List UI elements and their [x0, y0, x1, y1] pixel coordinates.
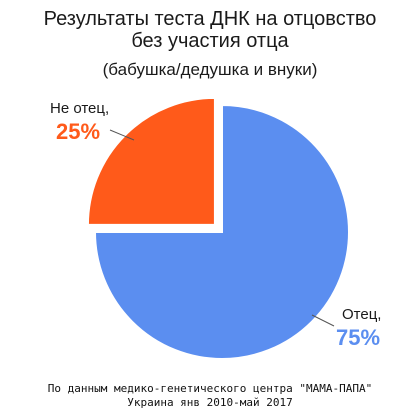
leader-lines: [109, 129, 335, 327]
source-note-line-1: По данным медико-генетического центра "М…: [47, 382, 373, 395]
pie-slices: [86, 96, 350, 360]
chart-title-line-2: без участия отца: [131, 30, 289, 52]
leader-line-father: [311, 314, 335, 327]
slice-value-label-father: 75%: [336, 325, 381, 350]
pie-slice-not-father: [86, 96, 216, 226]
slice-value-label-not-father: 25%: [56, 119, 101, 144]
chart-subtitle: (бабушка/дедушка и внуки): [102, 60, 318, 79]
slice-category-label-not-father: Не отец,: [50, 100, 110, 117]
pie-slice-father: [93, 103, 350, 360]
slice-category-label-father: Отец,: [342, 306, 382, 323]
chart-title-line-1: Результаты теста ДНК на отцовство: [43, 8, 377, 30]
source-note-line-2: Украина янв 2010-май 2017: [127, 396, 293, 409]
leader-line-not-father: [109, 129, 135, 141]
